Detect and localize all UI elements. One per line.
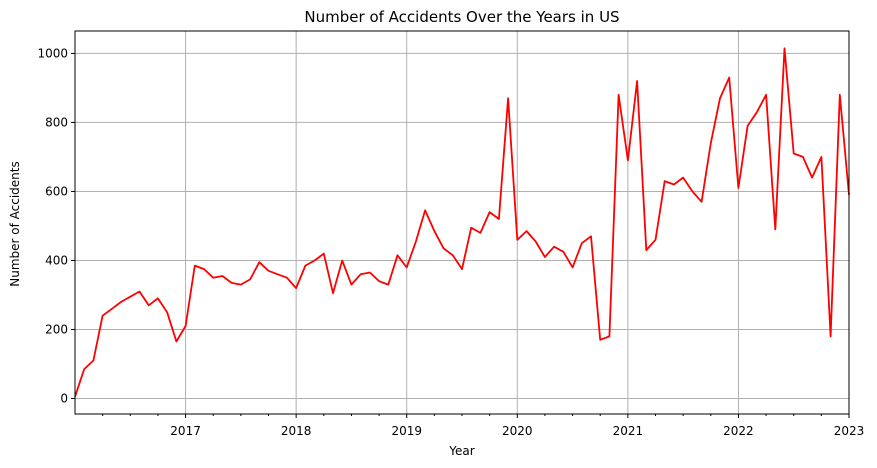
x-tick-label: 2022 [723,424,754,438]
tick-layer: 0 200 400 600 800 1000 2017 2018 2019 2020 2021 202… [37,46,864,438]
y-tick-label: 0 [60,391,68,405]
x-tick-label: 2021 [613,424,644,438]
x-tick-label: 2017 [170,424,201,438]
y-tick-label: 200 [45,322,68,336]
y-tick-label: 1000 [37,46,68,60]
chart-title: Number of Accidents Over the Years in US [304,8,619,26]
x-tick-label: 2018 [281,424,312,438]
y-tick-label: 600 [45,184,68,198]
series-line [74,47,850,397]
x-tick-label: 2019 [391,424,422,438]
y-tick-label: 800 [45,115,68,129]
y-axis-label: Number of Accidents [8,161,22,287]
x-axis-label: Year [448,444,474,458]
series-layer [74,47,850,397]
x-tick-label: 2023 [834,424,865,438]
y-tick-label: 400 [45,253,68,267]
x-tick-label: 2020 [502,424,533,438]
